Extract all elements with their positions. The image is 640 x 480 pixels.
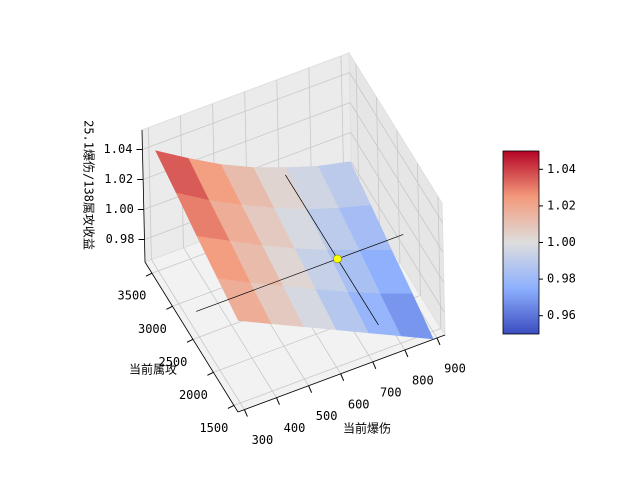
x-tick <box>372 361 377 370</box>
grid-line <box>151 259 245 410</box>
grid-line <box>183 247 277 398</box>
z-axis-label: 25.1爆伤/138属攻收益 <box>82 120 96 250</box>
cross-line-x <box>196 234 404 312</box>
grid-line <box>349 72 443 223</box>
y-tick <box>145 272 153 277</box>
colorbar-tick-label: 0.98 <box>547 272 576 286</box>
z-tick-label: 0.98 <box>106 232 135 246</box>
y-tick <box>207 371 214 376</box>
grid-line <box>349 102 444 253</box>
y-tick-label: 3500 <box>118 289 147 303</box>
colorbar <box>502 150 540 335</box>
y-tick <box>227 404 235 409</box>
colorbar-tick-label: 1.00 <box>547 235 576 249</box>
grid-line <box>233 328 442 406</box>
x-tick-label: 400 <box>284 421 306 435</box>
x-tick-label: 600 <box>348 397 370 411</box>
y-tick <box>186 338 194 343</box>
x-axis <box>237 334 446 413</box>
surface-cell <box>217 278 272 324</box>
x-tick-label: 500 <box>316 409 338 423</box>
grid-line <box>148 127 152 260</box>
x-tick <box>243 409 248 417</box>
x-tick-label: 700 <box>380 385 402 399</box>
colorbar-tick-label: 1.04 <box>547 162 576 176</box>
y-tick-label: 1500 <box>199 421 228 435</box>
x-axis-label: 当前爆伤 <box>343 421 391 436</box>
cross-line-y <box>285 174 379 326</box>
x-tick-label: 300 <box>252 433 274 447</box>
z-tick-label: 1.00 <box>105 202 134 216</box>
y-axis-label: 当前属攻 <box>129 362 177 377</box>
z-axis <box>141 129 146 263</box>
highlight-point <box>333 254 342 264</box>
x-tick <box>436 337 441 346</box>
x-tick-label: 800 <box>412 373 434 387</box>
y-axis <box>144 261 239 413</box>
colorbar-tick-label: 0.96 <box>547 308 576 322</box>
colorbar-tick-label: 1.02 <box>547 198 576 212</box>
y-tick-label: 2000 <box>179 388 208 402</box>
grid-line <box>350 132 445 283</box>
y-tick-label: 3000 <box>138 322 167 336</box>
z-tick-label: 1.04 <box>104 142 133 156</box>
y-tick-label: 2500 <box>158 355 187 369</box>
x-tick <box>276 397 280 405</box>
y-tick <box>166 305 173 310</box>
grid-line <box>142 72 350 150</box>
grid-line <box>351 162 445 313</box>
x-tick <box>404 349 409 358</box>
x-tick <box>308 385 313 393</box>
x-tick-label: 900 <box>444 361 466 375</box>
z-tick-label: 1.02 <box>104 172 133 186</box>
x-tick <box>340 373 345 381</box>
